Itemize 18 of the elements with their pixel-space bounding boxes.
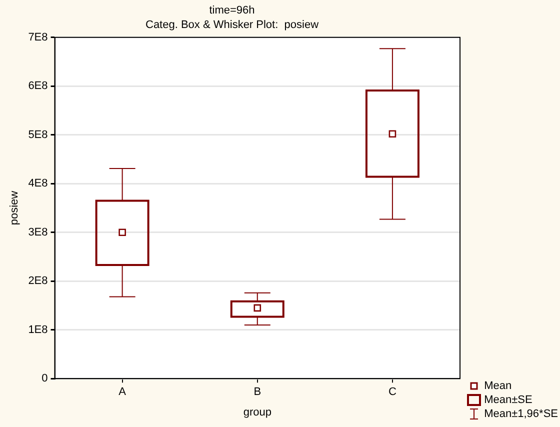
text: Mean±SE — [484, 394, 532, 406]
x-tick-label: C — [388, 386, 396, 398]
x-axis-title: group — [243, 406, 272, 418]
text: Mean — [484, 380, 512, 392]
y-tick-label: 1E8 — [28, 324, 48, 336]
y-tick-label: 5E8 — [28, 128, 48, 141]
y-tick-label: 6E8 — [28, 80, 48, 92]
y-tick-label: 0 — [42, 372, 48, 385]
y-tick-label: 4E8 — [28, 178, 48, 190]
chart-subtitle: Categ. Box & Whisker Plot: posiew — [145, 18, 319, 31]
x-tick-label: B — [254, 386, 262, 398]
y-tick-label: 3E8 — [28, 226, 48, 238]
text: Mean±1,96*SE — [484, 408, 558, 420]
y-tick-label: 7E8 — [28, 31, 48, 44]
y-axis-title: posiew — [8, 190, 21, 226]
chart-title: time=96h — [209, 4, 255, 17]
y-tick-label: 2E8 — [28, 275, 48, 288]
x-tick-label: A — [118, 386, 127, 398]
